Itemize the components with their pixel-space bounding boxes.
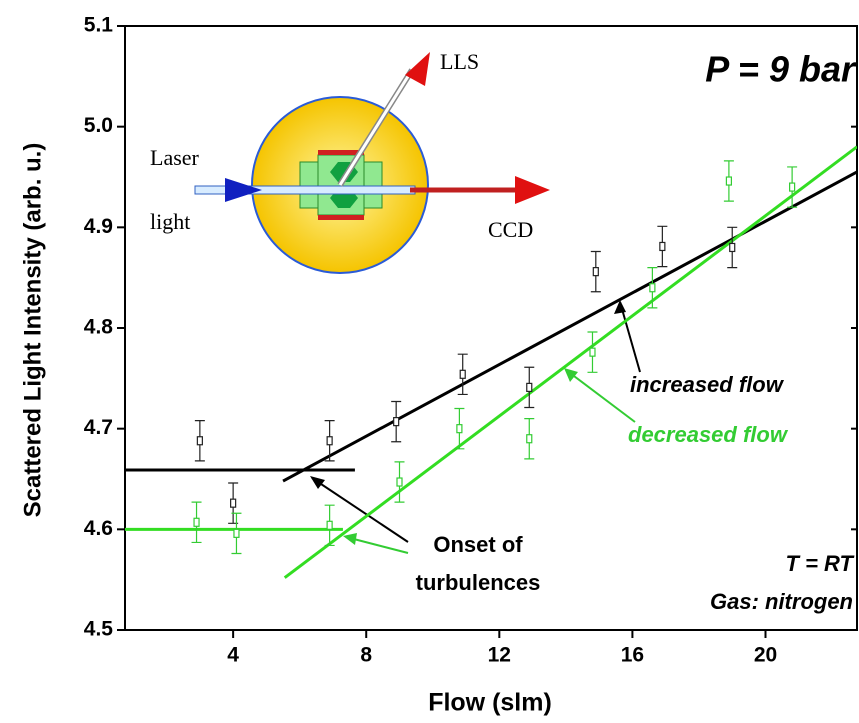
x-tick-label: 20 xyxy=(754,644,777,667)
data-point xyxy=(456,424,463,434)
data-point xyxy=(659,241,666,252)
annotation: decreased flow xyxy=(628,422,789,447)
annotation: Gas: nitrogen xyxy=(710,589,853,614)
data-point xyxy=(393,417,400,427)
data-point xyxy=(459,369,466,379)
data-point xyxy=(230,498,237,508)
inset-label: LLS xyxy=(440,49,479,74)
annotation: T = RT xyxy=(786,551,855,576)
data-point xyxy=(725,176,733,186)
x-tick-label: 16 xyxy=(621,644,644,667)
data-point xyxy=(193,517,200,527)
data-point xyxy=(729,242,736,253)
y-tick-label: 4.9 xyxy=(84,215,113,238)
data-point xyxy=(526,382,533,392)
annotation-arrows xyxy=(310,300,641,554)
fit-line xyxy=(282,170,857,483)
fit-line xyxy=(283,145,857,579)
data-point xyxy=(592,267,599,277)
data-point xyxy=(526,434,533,444)
data-point xyxy=(326,436,333,446)
data-point xyxy=(789,182,796,192)
inset-label: Laser xyxy=(150,145,200,170)
y-tick-label: 4.6 xyxy=(84,517,113,540)
data-point xyxy=(233,528,240,538)
annotation: Onset of xyxy=(433,532,523,557)
x-axis-label: Flow (slm) xyxy=(428,689,552,717)
inset-label: light xyxy=(150,209,190,234)
inset-label: CCD xyxy=(488,217,533,242)
y-tick-label: 4.5 xyxy=(84,618,114,641)
annotation: increased flow xyxy=(630,372,785,397)
data-point xyxy=(326,520,333,530)
data-point xyxy=(196,436,203,446)
pressure-label: P = 9 bar xyxy=(705,49,857,90)
data-point xyxy=(649,283,656,293)
data-point xyxy=(589,347,596,357)
x-tick-label: 4 xyxy=(227,644,239,667)
y-tick-label: 5.0 xyxy=(84,114,113,137)
annotation: turbulences xyxy=(416,570,541,595)
y-tick-label: 4.8 xyxy=(84,316,114,339)
y-tick-label: 5.1 xyxy=(84,14,114,37)
y-axis-label: Scattered Light Intensity (arb. u.) xyxy=(19,143,46,518)
x-tick-label: 8 xyxy=(360,644,372,667)
x-tick-label: 12 xyxy=(488,644,511,667)
data-point xyxy=(396,477,403,487)
inset-diagram: LLS Laser light CCD xyxy=(150,49,550,274)
y-tick-label: 4.7 xyxy=(84,416,113,439)
